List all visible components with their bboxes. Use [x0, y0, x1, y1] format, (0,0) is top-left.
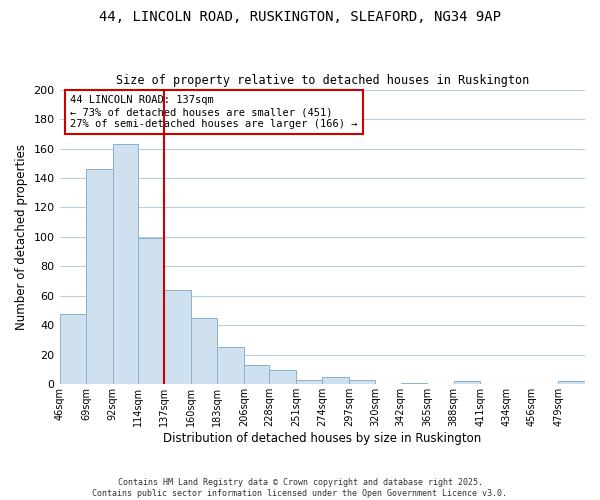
- Text: 44, LINCOLN ROAD, RUSKINGTON, SLEAFORD, NG34 9AP: 44, LINCOLN ROAD, RUSKINGTON, SLEAFORD, …: [99, 10, 501, 24]
- Bar: [269, 370, 296, 384]
- Title: Size of property relative to detached houses in Ruskington: Size of property relative to detached ho…: [116, 74, 529, 87]
- Bar: [401, 383, 427, 384]
- X-axis label: Distribution of detached houses by size in Ruskington: Distribution of detached houses by size …: [163, 432, 481, 445]
- Bar: [322, 377, 349, 384]
- Bar: [349, 380, 375, 384]
- Bar: [113, 144, 138, 384]
- Bar: [138, 238, 164, 384]
- Bar: [217, 348, 244, 385]
- Bar: [86, 169, 113, 384]
- Bar: [191, 318, 217, 384]
- Bar: [454, 382, 480, 384]
- Bar: [59, 314, 86, 384]
- Bar: [164, 290, 191, 384]
- Text: Contains HM Land Registry data © Crown copyright and database right 2025.
Contai: Contains HM Land Registry data © Crown c…: [92, 478, 508, 498]
- Text: 44 LINCOLN ROAD: 137sqm
← 73% of detached houses are smaller (451)
27% of semi-d: 44 LINCOLN ROAD: 137sqm ← 73% of detache…: [70, 96, 358, 128]
- Bar: [244, 365, 269, 384]
- Bar: [559, 382, 585, 384]
- Y-axis label: Number of detached properties: Number of detached properties: [15, 144, 28, 330]
- Bar: [296, 380, 322, 384]
